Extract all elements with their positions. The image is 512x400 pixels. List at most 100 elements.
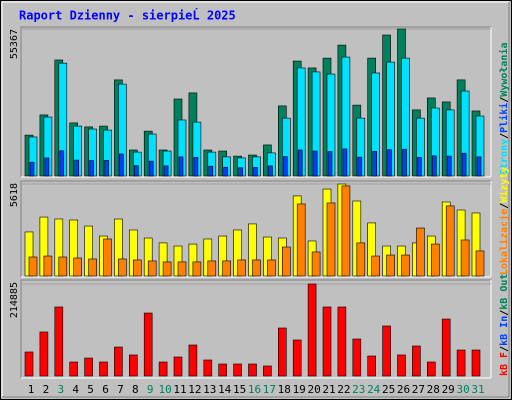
legend-entry: kB F bbox=[499, 352, 510, 376]
x-tick-label: 16 bbox=[248, 383, 261, 396]
legend-separator: / bbox=[499, 97, 510, 103]
x-tick-label: 19 bbox=[293, 383, 306, 396]
x-tick-label: 9 bbox=[147, 383, 154, 396]
bar bbox=[162, 261, 172, 277]
bar bbox=[401, 254, 410, 277]
bar bbox=[207, 260, 217, 277]
bar bbox=[326, 202, 336, 277]
bar bbox=[177, 261, 187, 277]
bar bbox=[417, 157, 422, 177]
bar bbox=[267, 259, 276, 277]
x-tick-label: 26 bbox=[397, 383, 410, 396]
x-tick-label: 23 bbox=[352, 383, 365, 396]
bar bbox=[148, 160, 154, 177]
bar bbox=[218, 363, 227, 377]
bar bbox=[456, 349, 466, 377]
x-tick-label: 25 bbox=[382, 383, 395, 396]
x-tick-label: 29 bbox=[442, 383, 455, 396]
bar bbox=[59, 150, 65, 177]
bar bbox=[208, 165, 214, 177]
bar bbox=[268, 165, 273, 177]
bar bbox=[88, 258, 97, 277]
bar bbox=[416, 227, 425, 277]
x-tick-label: 31 bbox=[471, 383, 484, 396]
x-tick-label: 8 bbox=[132, 383, 139, 396]
bar bbox=[475, 250, 485, 277]
bar bbox=[445, 205, 455, 277]
bar bbox=[238, 167, 243, 177]
x-tick-label: 18 bbox=[278, 383, 291, 396]
chart-title: Raport Dzienny - sierpieĹ 2025 bbox=[19, 8, 236, 23]
bar bbox=[69, 361, 78, 377]
bar bbox=[357, 156, 363, 177]
x-tick-label: 14 bbox=[218, 383, 232, 396]
bar bbox=[367, 355, 377, 377]
bar bbox=[39, 331, 49, 377]
bar bbox=[446, 155, 452, 177]
bar bbox=[28, 256, 38, 277]
bar bbox=[103, 238, 112, 277]
x-tick-label: 12 bbox=[188, 383, 201, 396]
bar bbox=[188, 344, 198, 377]
bar bbox=[297, 149, 303, 177]
bar bbox=[223, 166, 228, 177]
bar bbox=[99, 361, 108, 377]
x-tick-label: 15 bbox=[233, 383, 246, 396]
bar bbox=[327, 151, 333, 177]
y-tick-label: 214885 bbox=[9, 282, 20, 318]
bar bbox=[412, 345, 421, 377]
bar bbox=[263, 365, 272, 377]
bar bbox=[441, 318, 451, 377]
bar bbox=[84, 357, 93, 377]
legend: kB F/kB In/kB Out bbox=[499, 274, 510, 376]
bar bbox=[74, 159, 79, 177]
bar bbox=[114, 346, 123, 377]
bar bbox=[193, 157, 199, 177]
bar bbox=[118, 258, 127, 277]
bar bbox=[89, 160, 94, 177]
bar bbox=[431, 155, 437, 177]
bar bbox=[281, 246, 291, 277]
bar bbox=[356, 242, 366, 277]
bar bbox=[382, 325, 391, 377]
legend-separator: / bbox=[499, 203, 510, 209]
bar bbox=[296, 203, 306, 277]
bar bbox=[277, 327, 287, 377]
legend-entry: Strony bbox=[499, 139, 510, 175]
bar bbox=[476, 156, 482, 177]
x-tick-label: 1 bbox=[28, 383, 35, 396]
x-tick-label: 17 bbox=[263, 383, 276, 396]
legend-separator: / bbox=[499, 133, 510, 139]
bar bbox=[282, 156, 288, 177]
x-tick-label: 22 bbox=[337, 383, 350, 396]
bar bbox=[322, 306, 332, 377]
bar bbox=[192, 261, 202, 277]
bar bbox=[386, 254, 395, 277]
bar bbox=[352, 338, 362, 377]
bar bbox=[430, 243, 440, 277]
bar bbox=[253, 167, 258, 177]
x-tick-label: 11 bbox=[173, 383, 186, 396]
y-tick-label: 55367 bbox=[9, 29, 20, 59]
x-tick-label: 30 bbox=[456, 383, 469, 396]
y-tick-label: 5618 bbox=[9, 183, 20, 207]
bar bbox=[147, 260, 157, 277]
legend-entry: Pliki bbox=[498, 103, 510, 133]
bar bbox=[54, 306, 64, 377]
bar bbox=[307, 283, 317, 377]
legend-separator: / bbox=[499, 346, 510, 352]
bar bbox=[119, 153, 124, 177]
bar bbox=[248, 363, 257, 377]
legend-entry: kB In bbox=[499, 316, 510, 346]
bar bbox=[222, 260, 231, 277]
bar bbox=[471, 349, 481, 377]
x-tick-label: 24 bbox=[367, 383, 381, 396]
bar bbox=[460, 239, 470, 277]
x-tick-label: 2 bbox=[43, 383, 50, 396]
x-tick-label: 5 bbox=[87, 383, 94, 396]
bar bbox=[158, 361, 168, 377]
x-tick-label: 20 bbox=[307, 383, 320, 396]
bar bbox=[397, 354, 406, 377]
x-tick-label: 21 bbox=[322, 383, 335, 396]
